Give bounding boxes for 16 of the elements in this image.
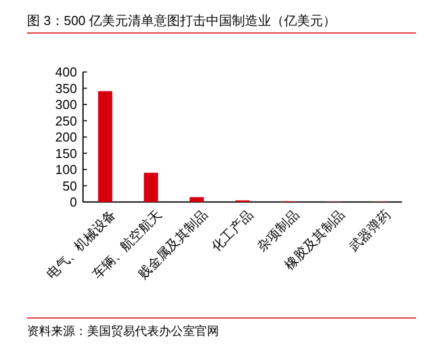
chart-title: 图 3：500 亿美元清单意图打击中国制造业（亿美元）: [27, 13, 336, 28]
y-tick-label: 300: [55, 97, 77, 112]
y-tick-label: 0: [70, 194, 77, 210]
x-tick-label: 武器弹药: [346, 206, 394, 254]
y-tick-label: 50: [62, 178, 77, 194]
y-tick-label: 150: [55, 146, 77, 161]
x-tick-label: 化工产品: [208, 206, 256, 254]
text: 资料来源：美国贸易代表办公室官网: [27, 324, 219, 338]
bar: [144, 172, 158, 202]
y-tick-label: 400: [55, 64, 77, 80]
y-tick-label: 350: [55, 80, 77, 96]
bar: [190, 197, 204, 202]
y-tick-label: 250: [55, 113, 77, 128]
y-tick-label: 100: [55, 162, 77, 178]
bar: [98, 91, 112, 202]
y-tick-label: 200: [55, 130, 77, 145]
